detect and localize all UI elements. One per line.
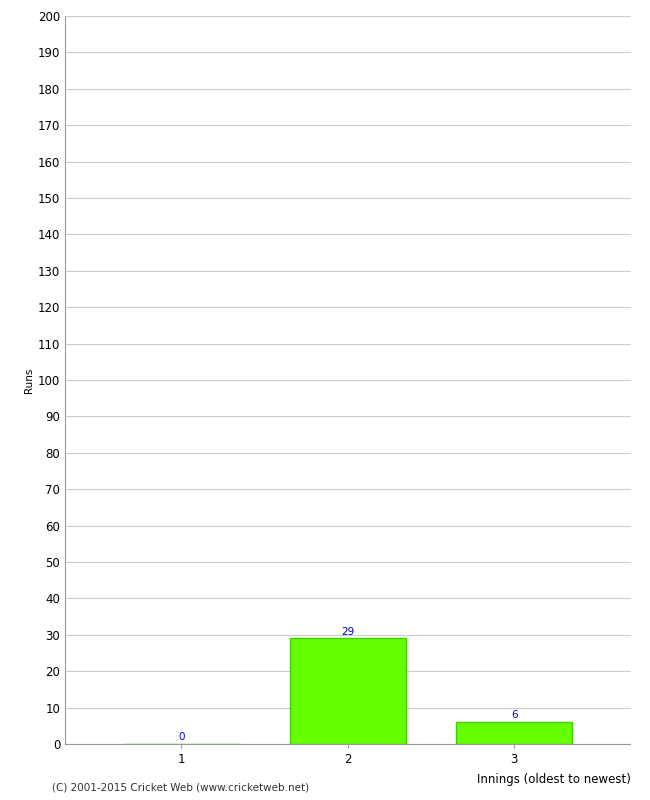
Text: Innings (oldest to newest): Innings (oldest to newest) xyxy=(476,773,630,786)
Text: 6: 6 xyxy=(511,710,517,720)
Bar xyxy=(456,722,572,744)
Text: 29: 29 xyxy=(341,626,354,637)
Y-axis label: Runs: Runs xyxy=(23,367,34,393)
Text: 0: 0 xyxy=(178,732,185,742)
Text: (C) 2001-2015 Cricket Web (www.cricketweb.net): (C) 2001-2015 Cricket Web (www.cricketwe… xyxy=(52,782,309,792)
Bar xyxy=(289,638,406,744)
